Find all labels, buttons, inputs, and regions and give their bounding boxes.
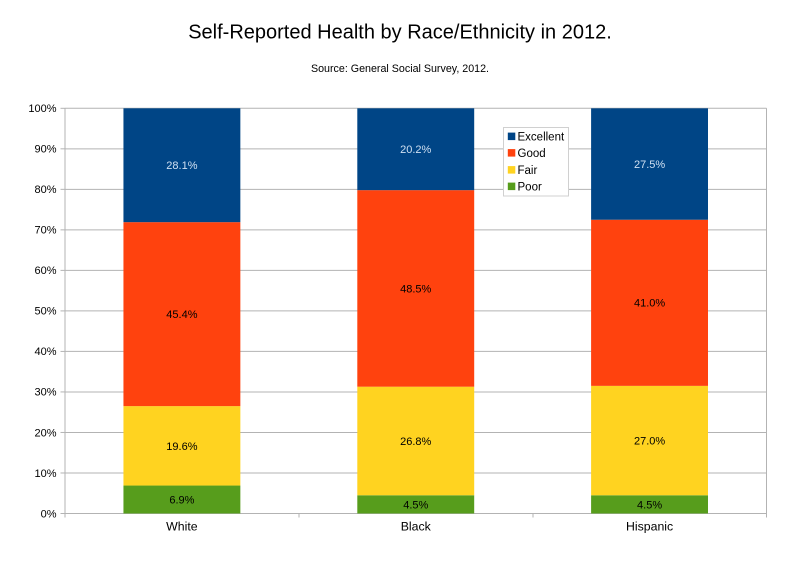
svg-text:Excellent: Excellent bbox=[518, 131, 565, 143]
svg-text:20%: 20% bbox=[34, 427, 56, 439]
svg-text:60%: 60% bbox=[34, 265, 56, 277]
svg-text:0%: 0% bbox=[41, 508, 57, 520]
svg-text:4.5%: 4.5% bbox=[637, 499, 662, 511]
svg-text:27.5%: 27.5% bbox=[634, 159, 665, 171]
svg-text:30%: 30% bbox=[34, 387, 56, 399]
svg-text:27.0%: 27.0% bbox=[634, 436, 665, 448]
svg-text:50%: 50% bbox=[34, 306, 56, 318]
svg-text:26.8%: 26.8% bbox=[400, 436, 431, 448]
svg-text:40%: 40% bbox=[34, 346, 56, 358]
svg-text:Self-Reported Health by Race/E: Self-Reported Health by Race/Ethnicity i… bbox=[188, 22, 612, 44]
svg-text:Black: Black bbox=[401, 520, 432, 534]
svg-text:48.5%: 48.5% bbox=[400, 283, 431, 295]
svg-text:19.6%: 19.6% bbox=[166, 441, 197, 453]
svg-text:20.2%: 20.2% bbox=[400, 144, 431, 156]
svg-text:100%: 100% bbox=[28, 103, 56, 115]
svg-text:Good: Good bbox=[518, 148, 546, 160]
svg-text:Fair: Fair bbox=[518, 165, 538, 177]
svg-text:45.4%: 45.4% bbox=[166, 309, 197, 321]
svg-text:90%: 90% bbox=[34, 144, 56, 156]
svg-text:10%: 10% bbox=[34, 468, 56, 480]
svg-text:70%: 70% bbox=[34, 225, 56, 237]
svg-text:Source: General Social Survey,: Source: General Social Survey, 2012. bbox=[311, 63, 489, 75]
svg-text:28.1%: 28.1% bbox=[166, 160, 197, 172]
svg-text:White: White bbox=[166, 520, 198, 534]
svg-text:6.9%: 6.9% bbox=[169, 495, 194, 507]
svg-text:Hispanic: Hispanic bbox=[626, 520, 673, 534]
svg-text:Poor: Poor bbox=[518, 181, 542, 193]
svg-text:4.5%: 4.5% bbox=[403, 499, 428, 511]
svg-text:80%: 80% bbox=[34, 184, 56, 196]
svg-text:41.0%: 41.0% bbox=[634, 298, 665, 310]
